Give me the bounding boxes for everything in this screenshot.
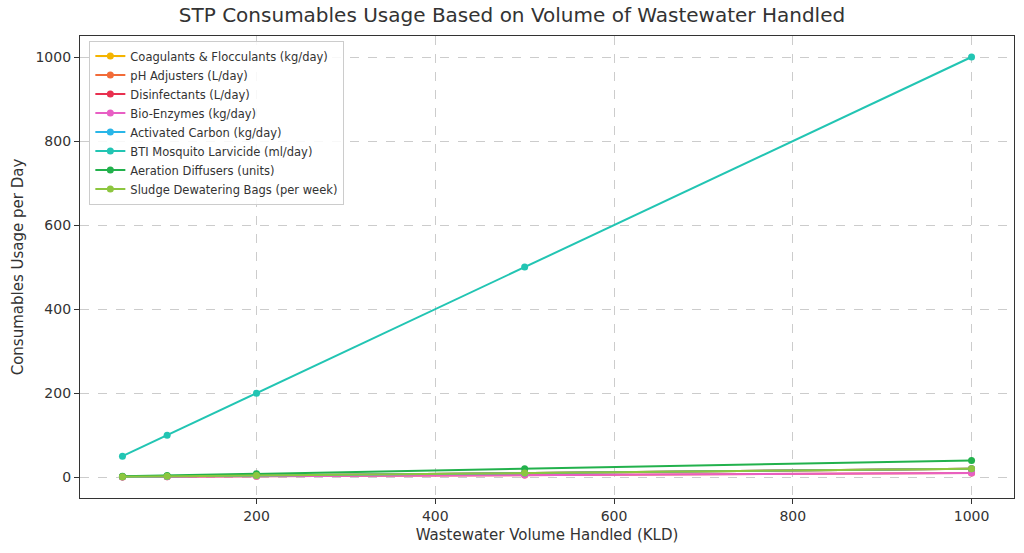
- svg-text:Wastewater Volume Handled (KLD: Wastewater Volume Handled (KLD): [416, 526, 679, 544]
- svg-text:STP Consumables Usage Based on: STP Consumables Usage Based on Volume of…: [179, 3, 845, 27]
- svg-text:400: 400: [44, 301, 71, 317]
- svg-text:pH Adjusters (L/day): pH Adjusters (L/day): [130, 69, 247, 83]
- svg-text:1000: 1000: [35, 49, 71, 65]
- svg-text:200: 200: [44, 385, 71, 401]
- svg-text:Consumables Usage per Day: Consumables Usage per Day: [9, 159, 27, 376]
- svg-text:0: 0: [62, 469, 71, 485]
- svg-text:600: 600: [601, 508, 628, 524]
- svg-text:1000: 1000: [954, 508, 990, 524]
- svg-text:Coagulants & Flocculants (kg/d: Coagulants & Flocculants (kg/day): [130, 50, 327, 64]
- svg-text:800: 800: [779, 508, 806, 524]
- svg-text:BTI Mosquito Larvicide (ml/day: BTI Mosquito Larvicide (ml/day): [130, 145, 312, 159]
- svg-text:Bio-Enzymes (kg/day): Bio-Enzymes (kg/day): [130, 107, 256, 121]
- svg-text:800: 800: [44, 133, 71, 149]
- svg-text:Disinfectants (L/day): Disinfectants (L/day): [130, 88, 249, 102]
- svg-text:Aeration Diffusers (units): Aeration Diffusers (units): [130, 164, 274, 178]
- svg-text:200: 200: [243, 508, 270, 524]
- svg-text:Activated Carbon (kg/day): Activated Carbon (kg/day): [130, 126, 281, 140]
- svg-text:Sludge Dewatering Bags (per we: Sludge Dewatering Bags (per week): [130, 183, 337, 197]
- svg-text:600: 600: [44, 217, 71, 233]
- svg-text:400: 400: [422, 508, 449, 524]
